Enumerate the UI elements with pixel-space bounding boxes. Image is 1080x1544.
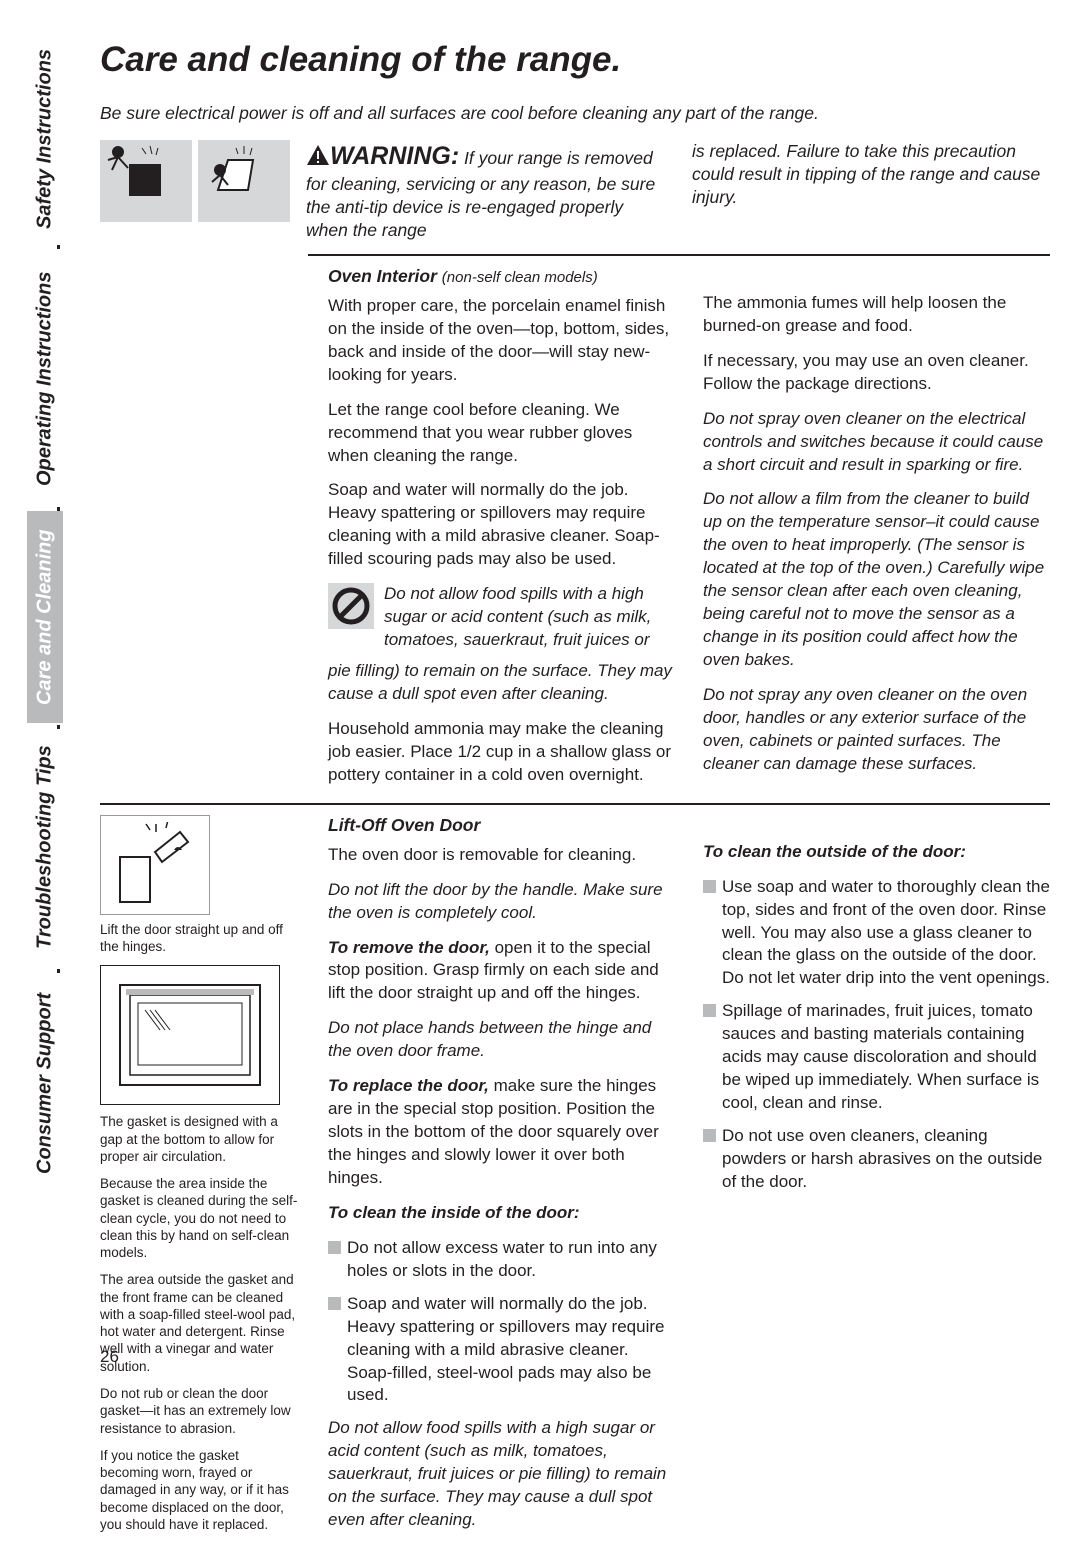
lift-para-italic: Do not place hands between the hinge and… <box>328 1017 675 1063</box>
bullet-item: Use soap and water to thoroughly clean t… <box>703 876 1050 991</box>
lift-para-italic: Do not lift the door by the handle. Make… <box>328 879 675 925</box>
oven-para: If necessary, you may use an oven cleane… <box>703 350 1050 396</box>
clean-inside-heading: To clean the inside of the door: <box>328 1202 675 1225</box>
bullet-square-icon <box>328 1241 341 1254</box>
gasket-para: The gasket is designed with a gap at the… <box>100 1113 300 1165</box>
lift-para-italic: Do not allow food spills with a high sug… <box>328 1417 675 1532</box>
lift-off-mid-col: Lift-Off Oven Door The oven door is remo… <box>328 815 675 1544</box>
intro-text: Be sure electrical power is off and all … <box>100 102 1050 126</box>
tab-troubleshooting[interactable]: Troubleshooting Tips <box>27 729 63 965</box>
lift-remove-para: To remove the door, open it to the speci… <box>328 937 675 1006</box>
warning-triangle-icon <box>306 144 330 172</box>
prohibit-block: Do not allow food spills with a high sug… <box>328 583 675 654</box>
bullet-item: Spillage of marinades, fruit juices, tom… <box>703 1000 1050 1115</box>
page-content: Care and cleaning of the range. Be sure … <box>100 40 1050 1544</box>
oven-para-italic: Do not allow a film from the cleaner to … <box>703 488 1050 672</box>
bullet-square-icon <box>703 880 716 893</box>
door-gasket-illustration <box>100 965 280 1105</box>
lift-off-section: Lift the door straight up and off the hi… <box>100 815 1050 1544</box>
oven-interior-col2: The ammonia fumes will help loosen the b… <box>703 266 1050 799</box>
gasket-para: Do not rub or clean the door gasket—it h… <box>100 1385 300 1437</box>
prohibit-text-cont: pie filling) to remain on the surface. T… <box>328 660 675 706</box>
lift-door-illustration <box>100 815 210 915</box>
oven-para: The ammonia fumes will help loosen the b… <box>703 292 1050 338</box>
oven-interior-heading: Oven Interior (non-self clean models) <box>328 266 675 287</box>
page-number: 26 <box>100 1347 119 1367</box>
manual-page: Safety Instructions Operating Instructio… <box>0 0 1080 1397</box>
prohibit-text-start: Do not allow food spills with a high sug… <box>384 583 675 652</box>
bullet-square-icon <box>703 1129 716 1142</box>
tip-illustration-2 <box>198 140 290 222</box>
oven-para: Soap and water will normally do the job.… <box>328 479 675 571</box>
gasket-para: Because the area inside the gasket is cl… <box>100 1175 300 1261</box>
lift-replace-para: To replace the door, make sure the hinge… <box>328 1075 675 1190</box>
lift-para: The oven door is removable for cleaning. <box>328 844 675 867</box>
gasket-para: The area outside the gasket and the fron… <box>100 1271 300 1375</box>
warning-label: WARNING: <box>330 142 459 170</box>
bullet-item: Do not allow excess water to run into an… <box>328 1237 675 1283</box>
oven-interior-section: Oven Interior (non-self clean models) Wi… <box>100 266 1050 799</box>
warning-illustrations <box>100 140 290 242</box>
prohibit-icon <box>328 583 374 629</box>
lift-off-right-col: To clean the outside of the door: Use so… <box>703 815 1050 1544</box>
bullet-item: Soap and water will normally do the job.… <box>328 1293 675 1408</box>
lift-off-left-col: Lift the door straight up and off the hi… <box>100 815 300 1544</box>
bullet-item: Do not use oven cleaners, cleaning powde… <box>703 1125 1050 1194</box>
side-tabs: Safety Instructions Operating Instructio… <box>27 35 67 1335</box>
oven-para-italic: Do not spray any oven cleaner on the ove… <box>703 684 1050 776</box>
tab-operating[interactable]: Operating Instructions <box>27 253 63 505</box>
oven-interior-col1: Oven Interior (non-self clean models) Wi… <box>328 266 675 799</box>
oven-para: Let the range cool before cleaning. We r… <box>328 399 675 468</box>
warning-block: WARNING: If your range is removed for cl… <box>100 140 1050 242</box>
gasket-para: If you notice the gasket becoming worn, … <box>100 1447 300 1533</box>
warning-text-col2: is replaced. Failure to take this precau… <box>692 140 1050 242</box>
oven-para-italic: Do not spray oven cleaner on the electri… <box>703 408 1050 477</box>
tip-illustration-1 <box>100 140 192 222</box>
oven-para: Household ammonia may make the cleaning … <box>328 718 675 787</box>
lift-caption-1: Lift the door straight up and off the hi… <box>100 921 300 956</box>
oven-para: With proper care, the porcelain enamel f… <box>328 295 675 387</box>
tab-consumer-support[interactable]: Consumer Support <box>27 975 63 1191</box>
section-rule-2 <box>100 803 1050 805</box>
bullet-square-icon <box>328 1297 341 1310</box>
page-title: Care and cleaning of the range. <box>100 40 1050 80</box>
tab-safety[interactable]: Safety Instructions <box>27 35 63 243</box>
bullet-square-icon <box>703 1004 716 1017</box>
tab-care-cleaning[interactable]: Care and Cleaning <box>27 511 63 723</box>
clean-outside-heading: To clean the outside of the door: <box>703 841 1050 864</box>
lift-off-heading: Lift-Off Oven Door <box>328 815 675 836</box>
section-rule-1 <box>308 254 1050 256</box>
warning-text-col1: WARNING: If your range is removed for cl… <box>306 140 664 242</box>
